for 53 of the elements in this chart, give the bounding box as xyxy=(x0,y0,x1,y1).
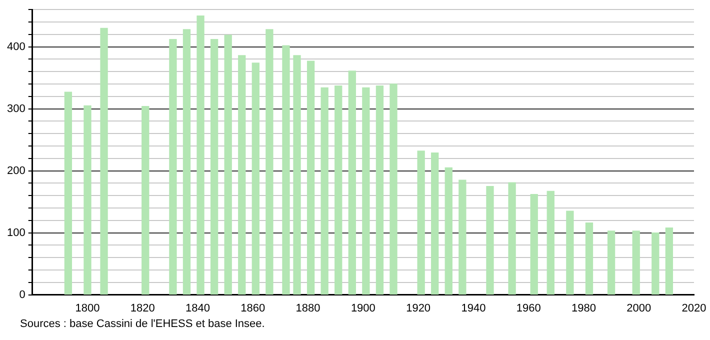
bar xyxy=(252,62,260,295)
bar xyxy=(665,228,674,295)
bar xyxy=(417,150,425,295)
x-tick-label: 1940 xyxy=(461,302,486,314)
bar xyxy=(444,167,452,295)
bar xyxy=(64,92,72,295)
bar xyxy=(182,29,191,295)
bar xyxy=(282,45,290,295)
bar xyxy=(196,15,204,295)
bar xyxy=(362,87,370,295)
x-tick-label: 1860 xyxy=(240,302,266,314)
bar xyxy=(306,60,315,295)
y-tick-label: 0 xyxy=(19,288,26,301)
x-tick-label: 1920 xyxy=(406,302,431,314)
bar xyxy=(632,230,640,295)
bar xyxy=(169,39,177,295)
bar xyxy=(530,194,538,295)
x-tick-label: 1960 xyxy=(516,302,541,314)
x-tick-label: 1880 xyxy=(296,302,320,314)
bar xyxy=(348,70,356,295)
bar xyxy=(238,55,246,295)
bar xyxy=(293,55,301,295)
bar xyxy=(486,186,494,295)
y-tick-label: 100 xyxy=(6,226,26,239)
bar xyxy=(431,152,439,295)
bar xyxy=(334,86,342,295)
bar xyxy=(508,182,516,295)
y-tick-label: 400 xyxy=(6,40,26,53)
x-tick-label: 1980 xyxy=(571,302,596,314)
bar xyxy=(607,230,616,295)
y-tick-label: 300 xyxy=(6,102,26,115)
x-tick-label: 1820 xyxy=(130,302,155,314)
bar xyxy=(585,222,594,295)
bar xyxy=(210,39,218,295)
bar xyxy=(458,180,466,295)
x-tick-label: 1800 xyxy=(75,302,100,314)
bar xyxy=(224,34,232,295)
bar xyxy=(566,210,574,295)
source-note: Sources : base Cassini de l'EHESS et base Insee. xyxy=(20,318,266,330)
bar xyxy=(142,106,150,295)
bar xyxy=(320,87,328,295)
y-tick-label: 200 xyxy=(6,164,26,177)
bar xyxy=(100,28,108,295)
bar xyxy=(266,29,274,295)
x-tick-label: 1900 xyxy=(350,302,376,314)
x-tick-label: 1840 xyxy=(186,302,210,314)
bar xyxy=(390,84,398,295)
bar xyxy=(652,232,660,295)
x-tick-label: 2000 xyxy=(626,302,652,314)
x-tick-label: 2020 xyxy=(682,302,706,314)
bar xyxy=(546,190,554,295)
bar xyxy=(84,105,92,295)
bar xyxy=(376,86,384,295)
